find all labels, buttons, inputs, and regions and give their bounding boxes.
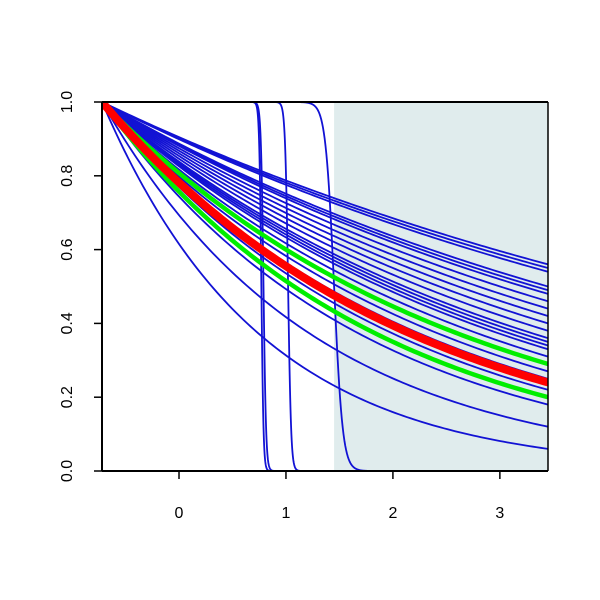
series-curve-14 xyxy=(102,102,548,351)
series-curve-12 xyxy=(102,102,548,343)
x-tick-label: 3 xyxy=(495,505,504,522)
y-tick-label: 1.0 xyxy=(59,91,76,113)
series-curve-0 xyxy=(102,102,548,266)
x-tick-label: 1 xyxy=(282,505,291,522)
y-tick-label: 0.6 xyxy=(59,238,76,260)
y-tick-label: 0.2 xyxy=(59,386,76,408)
series-curve-9 xyxy=(102,102,548,325)
series-curve-10 xyxy=(102,102,548,332)
plot-area xyxy=(102,101,549,471)
y-tick-label: 0.8 xyxy=(59,165,76,187)
series-curve-21 xyxy=(102,102,548,428)
series-curve-28 xyxy=(102,102,548,471)
series-lower-band xyxy=(102,102,548,400)
y-axis: 0.0 0.2 0.4 0.6 0.8 1.0 xyxy=(59,91,103,482)
x-tick-label: 0 xyxy=(175,505,184,522)
x-tick-label: 2 xyxy=(388,505,397,522)
series-curve-22 xyxy=(102,102,548,450)
series-upper-band xyxy=(102,102,548,367)
y-tick-label: 0.4 xyxy=(59,312,76,334)
series-curve-15 xyxy=(102,102,548,358)
series-curve-11 xyxy=(102,102,548,340)
series-curve-7 xyxy=(102,102,548,310)
series-curve-13 xyxy=(102,102,548,347)
series-curve-4 xyxy=(102,102,548,292)
series-curve-2 xyxy=(102,102,548,273)
series-center xyxy=(102,102,548,387)
x-axis: 0 1 2 3 xyxy=(102,470,548,522)
series-curve-27 xyxy=(102,102,548,471)
series-curve-6 xyxy=(102,102,548,303)
series-curve-1 xyxy=(102,102,548,269)
series-curve-20 xyxy=(102,102,548,406)
series-curve-5 xyxy=(102,102,548,295)
series-curve-29 xyxy=(102,102,548,471)
series-curve-3 xyxy=(102,102,548,288)
y-tick-label: 0.0 xyxy=(59,460,76,482)
series-curve-8 xyxy=(102,102,548,317)
series-curve-16 xyxy=(102,102,548,373)
